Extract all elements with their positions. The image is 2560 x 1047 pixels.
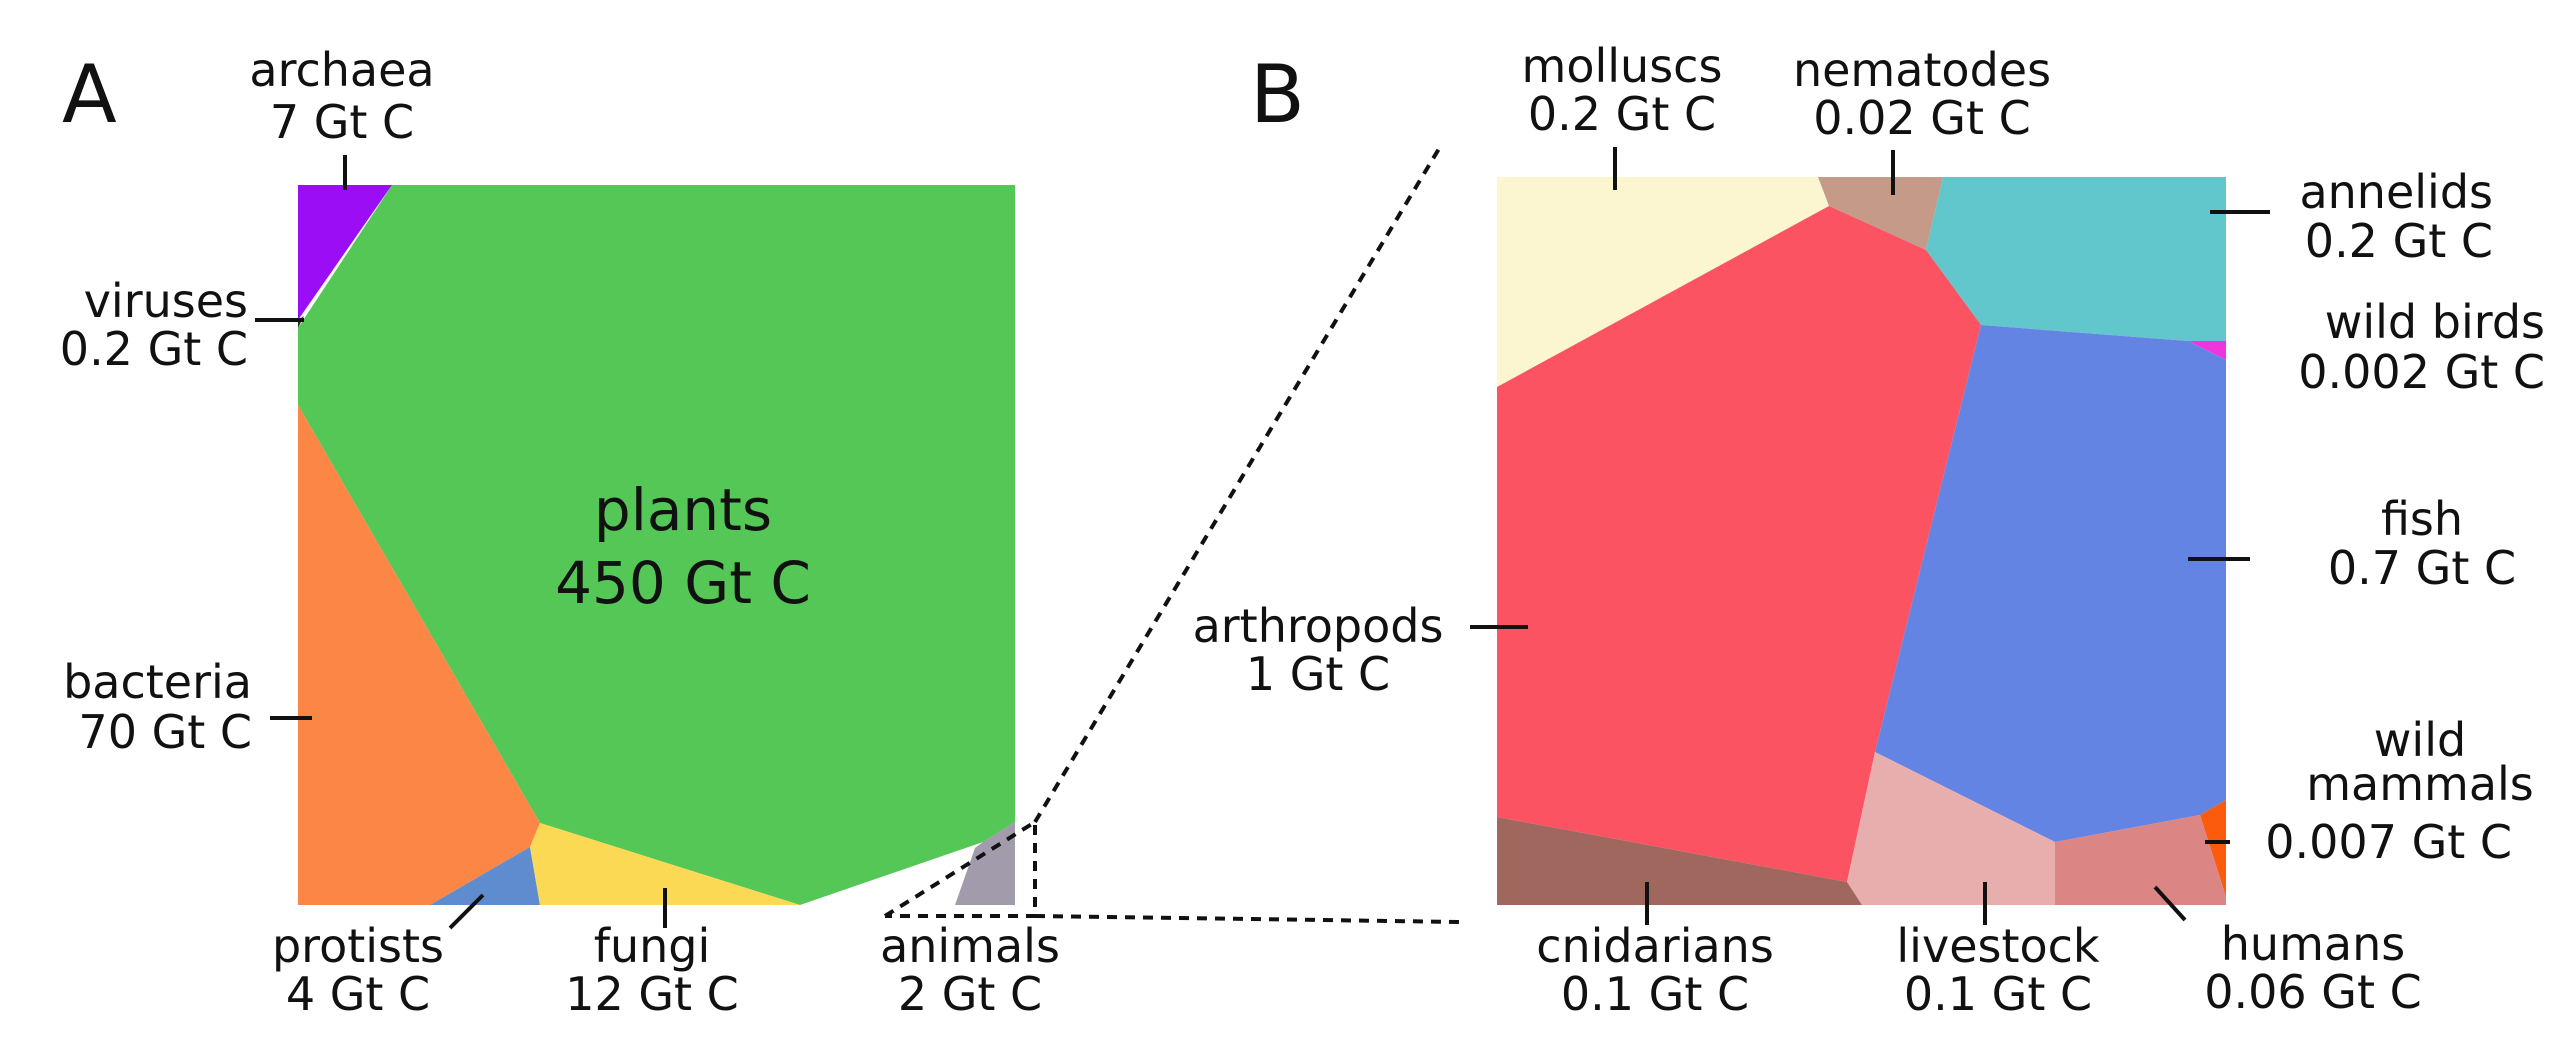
bacteria-label: bacteria: [63, 655, 252, 709]
cell-wild-mammals: [2200, 800, 2226, 897]
cell-animals: [955, 822, 1015, 905]
annelids-value: 0.2 Gt C: [2305, 214, 2493, 268]
cell-livestock: [1847, 752, 2055, 905]
protists-leader: [448, 893, 485, 930]
cell-plants: [298, 185, 1015, 905]
zoom-box: [883, 818, 1037, 918]
plants-label: plants: [594, 476, 772, 544]
cell-cnidarians: [1497, 817, 1862, 905]
fish-label: fish: [2381, 492, 2463, 546]
livestock-label: livestock: [1896, 919, 2100, 973]
cnidarians-value: 0.1 Gt C: [1561, 967, 1749, 1021]
cnidarians-label: cnidarians: [1536, 919, 1774, 973]
cell-molluscs: [1497, 177, 1829, 387]
molluscs-label: molluscs: [1522, 39, 1723, 93]
wild-mammals-value: 0.007 Gt C: [2265, 815, 2512, 869]
nematodes-value: 0.02 Gt C: [1813, 91, 2030, 145]
panel-a-letter: A: [62, 48, 117, 141]
wild-birds-value: 0.002 Gt C: [2298, 345, 2545, 399]
cell-protists: [430, 847, 540, 905]
zoom-line-bottom: [1034, 914, 1463, 924]
cell-archaea: [298, 185, 392, 320]
animals-value: 2 Gt C: [898, 967, 1042, 1021]
fungi-value: 12 Gt C: [565, 967, 739, 1021]
zoom-connector: [883, 145, 1463, 924]
panel-b: B molluscs 0.2 Gt C nematodes 0.02 Gt C …: [1193, 39, 2545, 1021]
archaea-value: 7 Gt C: [270, 95, 414, 149]
fungi-label: fungi: [594, 919, 710, 973]
wild-mammals-label-line1: wild: [2374, 713, 2466, 767]
panel-b-letter: B: [1250, 48, 1305, 141]
molluscs-value: 0.2 Gt C: [1528, 87, 1716, 141]
fish-value: 0.7 Gt C: [2328, 541, 2516, 595]
zoom-line-top: [1033, 145, 1442, 824]
arthropods-value: 1 Gt C: [1246, 647, 1390, 701]
humans-leader: [2153, 885, 2187, 922]
wild-mammals-label-line2: mammals: [2306, 757, 2534, 811]
panel-a: A plants 450 Gt C archaea 7 Gt C viruses…: [60, 43, 1060, 1021]
livestock-value: 0.1 Gt C: [1904, 967, 2092, 1021]
cell-nematodes: [1818, 177, 1943, 250]
cell-humans: [2055, 815, 2226, 905]
humans-label: humans: [2221, 917, 2405, 971]
arthropods-label: arthropods: [1193, 599, 1444, 653]
protists-label: protists: [272, 919, 444, 973]
cell-bacteria: [298, 405, 540, 905]
cell-fish: [1875, 325, 2226, 842]
annelids-label: annelids: [2299, 165, 2493, 219]
wild-birds-label: wild birds: [2325, 295, 2545, 349]
bacteria-value: 70 Gt C: [78, 705, 252, 759]
cell-fungi: [530, 823, 800, 905]
plants-value: 450 Gt C: [555, 549, 811, 617]
humans-value: 0.06 Gt C: [2204, 965, 2421, 1019]
cell-annelids: [1926, 177, 2226, 341]
animals-label: animals: [880, 919, 1060, 973]
nematodes-label: nematodes: [1793, 43, 2051, 97]
cell-arthropods: [1497, 206, 1981, 882]
viruses-value: 0.2 Gt C: [60, 322, 248, 376]
archaea-label: archaea: [249, 43, 434, 97]
protists-value: 4 Gt C: [286, 967, 430, 1021]
viruses-label: viruses: [84, 274, 248, 328]
